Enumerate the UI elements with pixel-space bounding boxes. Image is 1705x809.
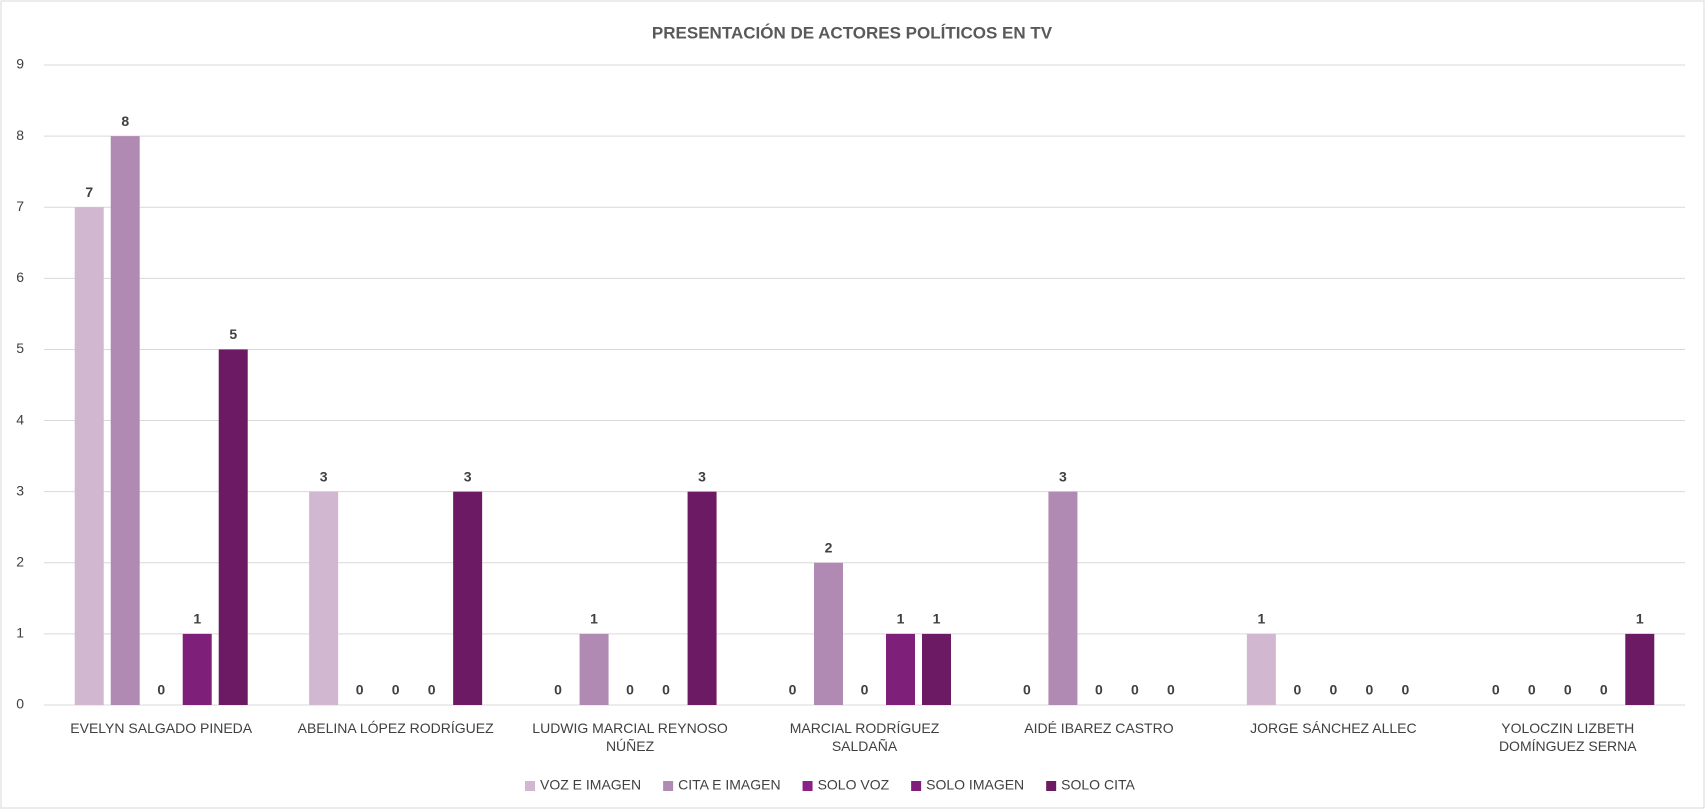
data-label: 0: [1600, 682, 1608, 698]
data-label: 0: [1329, 682, 1337, 698]
x-tick-label: AIDÉ IBAREZ CASTRO: [1024, 720, 1174, 736]
data-label: 2: [825, 539, 833, 555]
data-label: 3: [320, 468, 328, 484]
data-label: 1: [1636, 611, 1644, 627]
legend-swatch: [911, 781, 922, 791]
data-label: 0: [1095, 682, 1103, 698]
legend-swatch: [525, 781, 535, 791]
legend-label: SOLO CITA: [1061, 777, 1135, 793]
data-label: 0: [1293, 682, 1301, 698]
bar: [687, 491, 717, 705]
legend-swatch: [802, 781, 813, 791]
data-label: 1: [933, 611, 941, 627]
data-label: 0: [356, 682, 364, 698]
data-label: 0: [1564, 682, 1572, 698]
data-label: 0: [428, 682, 436, 698]
legend-label: VOZ E IMAGEN: [540, 777, 641, 793]
data-label: 0: [1023, 682, 1031, 698]
bar: [1625, 633, 1655, 705]
data-label: 0: [626, 682, 634, 698]
data-label: 0: [1401, 682, 1409, 698]
data-label: 0: [1131, 682, 1139, 698]
data-label: 0: [392, 682, 400, 698]
bar: [886, 633, 915, 705]
y-tick-label: 4: [16, 411, 24, 427]
bar: [110, 136, 140, 706]
legend-swatch: [1046, 781, 1057, 791]
data-label: 0: [1365, 682, 1373, 698]
x-tick-label: EVELYN SALGADO PINEDA: [70, 720, 253, 736]
bar: [182, 633, 212, 705]
x-tick-label: JORGE SÁNCHEZ ALLEC: [1250, 720, 1417, 736]
chart-title: PRESENTACIÓN DE ACTORES POLÍTICOS EN TV: [652, 23, 1053, 42]
x-tick-label: MARCIAL RODRÍGUEZ SALDAÑA: [789, 720, 940, 754]
legend-label: CITA E IMAGEN: [678, 777, 780, 793]
y-tick-label: 6: [16, 269, 24, 285]
bar: [922, 633, 951, 705]
data-label: 0: [1167, 682, 1175, 698]
legend-swatch: [663, 781, 674, 791]
x-tick-label: YOLOCZIN LIZBETH DOMÍNGUEZ SERNA: [1498, 720, 1637, 754]
y-tick-label: 2: [16, 553, 24, 569]
data-label: 0: [662, 682, 670, 698]
data-label: 1: [590, 611, 598, 627]
y-tick-label: 5: [16, 340, 24, 356]
y-tick-label: 7: [16, 198, 24, 214]
data-label: 8: [121, 113, 129, 129]
x-tick-label: LUDWIG MARCIAL REYNOSO NÚÑEZ: [532, 720, 728, 754]
data-label: 0: [554, 682, 562, 698]
data-label: 3: [698, 468, 706, 484]
data-label: 3: [1059, 468, 1067, 484]
data-label: 0: [789, 682, 797, 698]
bar: [1246, 633, 1276, 705]
x-tick-label: ABELINA LÓPEZ RODRÍGUEZ: [297, 720, 494, 736]
data-label: 0: [1528, 682, 1536, 698]
bar: [74, 207, 104, 705]
data-label: 0: [1492, 682, 1500, 698]
bar: [453, 491, 483, 705]
data-label: 0: [861, 682, 869, 698]
data-label: 1: [897, 611, 905, 627]
bar: [218, 349, 248, 705]
y-tick-label: 9: [16, 56, 24, 72]
data-label: 0: [157, 682, 165, 698]
y-tick-label: 0: [16, 696, 24, 712]
data-label: 1: [193, 611, 201, 627]
data-label: 1: [1257, 611, 1265, 627]
bar: [814, 562, 843, 705]
bar: [1048, 491, 1078, 705]
data-label: 3: [464, 468, 472, 484]
legend-label: SOLO VOZ: [818, 777, 890, 793]
legend-label: SOLO IMAGEN: [926, 777, 1024, 793]
data-label: 5: [229, 326, 237, 342]
data-label: 7: [85, 184, 93, 200]
bar: [579, 633, 609, 705]
bar: [309, 491, 339, 705]
y-tick-label: 8: [16, 127, 24, 143]
y-tick-label: 3: [16, 482, 24, 498]
y-tick-label: 1: [16, 625, 24, 641]
